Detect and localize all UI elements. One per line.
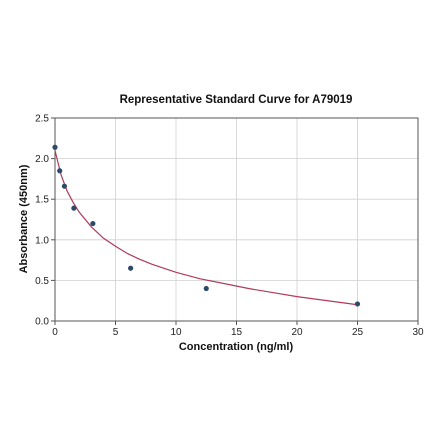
y-tick-label: 0.0 <box>35 317 49 328</box>
data-point <box>203 285 209 292</box>
data-point <box>354 301 361 307</box>
x-tick-label: 20 <box>291 327 303 338</box>
chart-title: Representative Standard Curve for A79019 <box>120 94 353 106</box>
fit-curve-line <box>54 150 358 306</box>
grid-lines <box>54 117 419 322</box>
x-axis-ticks: 0 5 10 15 20 25 30 <box>52 321 424 338</box>
data-point <box>57 168 63 174</box>
y-tick-label: 1.5 <box>35 195 49 206</box>
y-tick-label: 2.5 <box>35 114 49 125</box>
y-axis-ticks: 0.0 0.5 1.0 1.5 2.0 2.5 <box>35 114 55 328</box>
y-tick-label: 0.5 <box>35 276 49 287</box>
x-tick-label: 0 <box>52 327 58 338</box>
x-tick-label: 25 <box>352 327 364 338</box>
y-tick-label: 2.0 <box>35 154 49 165</box>
y-tick-label: 1.0 <box>35 235 49 246</box>
data-point <box>128 265 134 271</box>
x-tick-label: 15 <box>231 327 243 338</box>
data-point <box>52 144 58 150</box>
y-axis-label: Absorbance (450nm) <box>18 164 30 273</box>
data-point <box>90 220 96 227</box>
data-points <box>52 144 361 307</box>
fitted-curve <box>54 150 358 306</box>
data-point <box>61 183 68 189</box>
x-tick-label: 10 <box>170 327 182 338</box>
x-tick-label: 30 <box>412 327 424 338</box>
data-point <box>71 205 77 211</box>
x-axis-label: Concentration (ng/ml) <box>179 341 294 353</box>
x-tick-label: 5 <box>113 327 119 338</box>
